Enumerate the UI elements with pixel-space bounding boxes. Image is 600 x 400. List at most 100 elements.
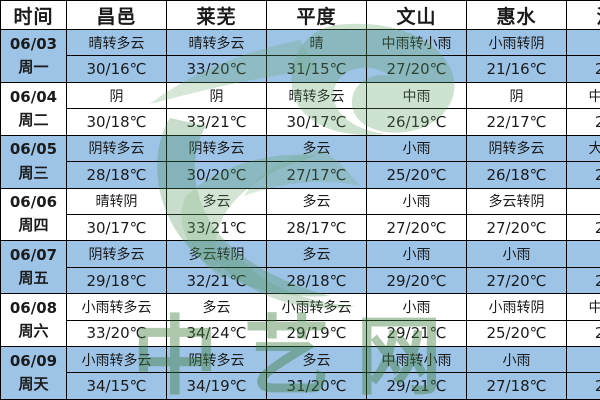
temperature-cell: 29/19℃ [266, 319, 367, 348]
weekday-value: 周二 [18, 110, 49, 129]
temperature-cell: 26/18 [566, 266, 600, 295]
temperature-cell: 21/16℃ [466, 55, 567, 83]
condition-cell: 阴 [66, 81, 167, 110]
date-value: 06/04 [9, 87, 58, 106]
condition-cell: 多云转阴 [166, 240, 267, 268]
column-header-wenshan: 文山 [366, 0, 467, 30]
temperature-cell: 31/20℃ [266, 372, 367, 400]
temperature-cell: 20/19 [566, 161, 600, 189]
condition-cell: 阴 [166, 81, 267, 110]
condition-cell: 多云 [166, 187, 267, 215]
date-value: 06/08 [9, 298, 58, 317]
weekday-value: 周六 [18, 322, 49, 341]
condition-cell: 小雨 [366, 134, 467, 163]
temperature-cell: 30/20℃ [166, 161, 267, 189]
temperature-cell: 33/21℃ [166, 108, 267, 136]
column-header-ruicheng: 汝城 [566, 0, 600, 30]
condition-cell: 小雨 [566, 28, 600, 57]
temperature-cell: 34/24℃ [166, 319, 267, 348]
table-row: 06/09周天小雨转多云阴转多云多云中雨转小雨小雨小雨 [0, 346, 600, 400]
condition-cell: 小雨 [366, 293, 467, 321]
condition-cell: 阴 [466, 81, 567, 110]
condition-cell: 晴转多云 [166, 28, 267, 57]
temperature-cell: 24/19 [566, 55, 600, 83]
temperature-cell: 29/21℃ [366, 319, 467, 348]
condition-cell: 晴 [266, 28, 367, 57]
temperature-cell: 34/19℃ [166, 372, 267, 400]
temperature-cell: 29/21℃ [366, 372, 467, 400]
column-header-pingdu: 平度 [266, 0, 367, 30]
condition-cell: 多云 [266, 134, 367, 163]
condition-cell: 小雨 [466, 240, 567, 268]
date-cell: 06/06 周四 [0, 187, 67, 242]
condition-cell: 小雨 [466, 346, 567, 374]
date-value: 06/03 [9, 34, 58, 53]
table-row: 06/07周五阴转多云多云转阴多云小雨小雨小雨 [0, 240, 600, 295]
date-value: 06/09 [9, 351, 58, 370]
temperature-cell: 25/20℃ [466, 319, 567, 348]
table-row: 06/05周三阴转多云阴转多云多云小雨阴转多云大雨转中 [0, 134, 600, 189]
condition-cell: 多云 [266, 187, 367, 215]
date-cell: 06/05 周三 [0, 134, 67, 189]
condition-cell: 小雨 [566, 240, 600, 268]
condition-cell: 多云转阴 [466, 187, 567, 215]
temperature-cell: 26/18℃ [466, 161, 567, 189]
table-row: 06/04周二阴阴晴转多云中雨阴中雨转小 [0, 81, 600, 136]
condition-cell: 晴转多云 [266, 81, 367, 110]
condition-cell: 多云 [266, 346, 367, 374]
date-cell: 06/09 周天 [0, 346, 67, 400]
temperature-cell: 30/17℃ [266, 108, 367, 136]
column-header-huishui: 惠水 [466, 0, 567, 30]
condition-cell: 阴转多云 [166, 346, 267, 374]
condition-cell: 小雨 [566, 187, 600, 215]
table-header: 时间 昌邑 莱芜 平度 文山 惠水 汝城 [0, 0, 600, 30]
table-body: 06/03周一晴转多云晴转多云晴中雨转小雨小雨转阴小雨30/16℃33/20℃3… [0, 28, 600, 400]
temperature-cell: 22/17℃ [466, 108, 567, 136]
temperature-cell: 27/18℃ [466, 372, 567, 400]
date-value: 06/07 [9, 246, 58, 265]
weekday-value: 周一 [18, 57, 49, 76]
temperature-cell: 30/17℃ [66, 213, 167, 242]
temperature-cell: 25/20℃ [366, 161, 467, 189]
weekday-value: 周五 [18, 269, 49, 288]
condition-cell: 小雨 [366, 187, 467, 215]
table-row: 06/08周六小雨转多云多云小雨转多云小雨小雨转阴中雨转小 [0, 293, 600, 348]
column-header-laiwu: 莱芜 [166, 0, 267, 30]
temperature-cell: 28/18℃ [66, 161, 167, 189]
table-row: 30/18℃33/21℃30/17℃26/19℃22/17℃21/18 [1, 108, 600, 136]
temperature-cell: 21/18 [566, 108, 600, 136]
table-row: 28/18℃30/20℃27/17℃25/20℃26/18℃20/19 [1, 161, 600, 189]
condition-cell: 晴转阴 [66, 187, 167, 215]
date-value: 06/06 [9, 193, 58, 212]
condition-cell: 中雨转小雨 [366, 346, 467, 374]
condition-cell: 中雨转小 [566, 293, 600, 321]
temperature-cell: 32/21℃ [166, 266, 267, 295]
condition-cell: 中雨转小 [566, 81, 600, 110]
condition-cell: 阴转多云 [66, 134, 167, 163]
condition-cell: 大雨转中 [566, 134, 600, 163]
condition-cell: 阴转多云 [166, 134, 267, 163]
column-header-time: 时间 [0, 0, 67, 30]
table-row: 30/17℃33/21℃28/17℃27/20℃27/20℃22/18 [1, 213, 600, 242]
weekday-value: 周四 [18, 216, 49, 235]
temperature-cell: 30/18℃ [66, 108, 167, 136]
temperature-cell: 34/15℃ [66, 372, 167, 400]
date-cell: 06/04 周二 [0, 81, 67, 136]
condition-cell: 小雨转阴 [466, 293, 567, 321]
condition-cell: 中雨 [366, 81, 467, 110]
date-value: 06/05 [9, 140, 58, 159]
temperature-cell: 26/19 [566, 319, 600, 348]
temperature-cell: 22/18 [566, 213, 600, 242]
table-row: 06/06周四晴转阴多云多云小雨多云转阴小雨 [0, 187, 600, 242]
date-cell: 06/08 周六 [0, 293, 67, 348]
condition-cell: 小雨 [366, 240, 467, 268]
condition-cell: 多云 [166, 293, 267, 321]
weekday-value: 周天 [18, 375, 49, 394]
temperature-cell: 27/20℃ [366, 213, 467, 242]
condition-cell: 阴转多云 [466, 134, 567, 163]
condition-cell: 小雨 [566, 346, 600, 374]
temperature-cell: 28/18℃ [266, 266, 367, 295]
condition-cell: 阴转多云 [66, 240, 167, 268]
